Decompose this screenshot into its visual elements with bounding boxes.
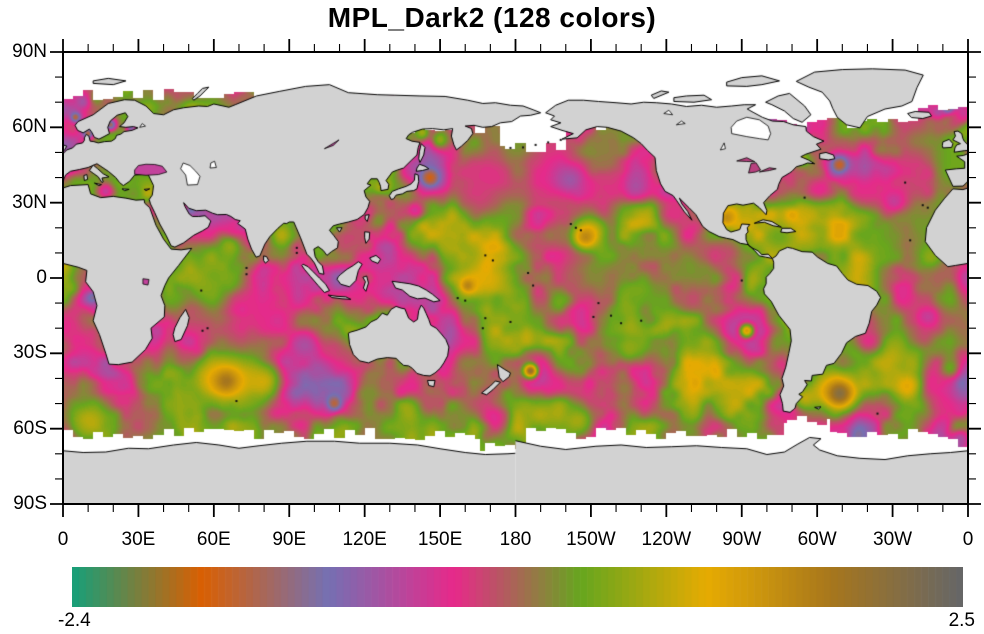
- colorbar-canvas: [72, 567, 963, 607]
- x-tick-label-11: 30W: [873, 529, 913, 550]
- x-tick-label-4: 120E: [342, 529, 387, 550]
- x-tick-label-8: 120W: [641, 529, 692, 550]
- y-tick-label-1: 60N: [12, 116, 47, 138]
- plot-title: MPL_Dark2 (128 colors): [327, 2, 657, 33]
- x-tick-label-6: 180: [499, 529, 532, 550]
- x-tick-label-10: 60W: [797, 529, 837, 550]
- y-tick-label-6: 90S: [13, 493, 47, 514]
- y-tick-label-4: 30S: [13, 342, 47, 364]
- y-tick-label-5: 60S: [13, 417, 47, 439]
- y-tick-label-0: 90N: [12, 41, 47, 62]
- x-tick-label-1: 30E: [121, 529, 156, 550]
- colorbar-min-label: -2.4: [58, 610, 91, 631]
- y-tick-label-2: 30N: [12, 191, 47, 213]
- x-tick-label-9: 90W: [722, 529, 762, 550]
- x-tick-label-3: 90E: [272, 529, 307, 550]
- x-tick-label-2: 60E: [196, 529, 231, 550]
- x-tick-label-7: 150W: [566, 529, 616, 550]
- y-tick-label-3: 0: [36, 267, 47, 288]
- world-map-canvas: [63, 52, 968, 504]
- x-tick-label-12: 0: [962, 529, 974, 550]
- x-tick-label-0: 0: [57, 529, 69, 550]
- x-tick-label-5: 150E: [417, 529, 463, 550]
- colorbar-max-label: 2.5: [948, 610, 975, 631]
